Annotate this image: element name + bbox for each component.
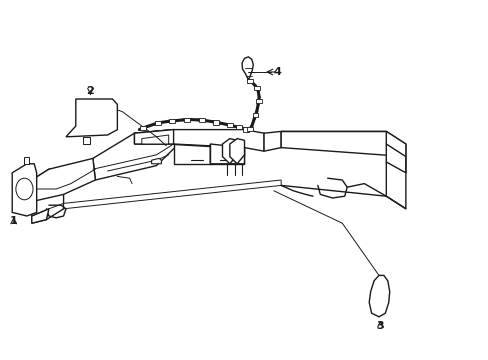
Polygon shape: [151, 158, 161, 164]
Polygon shape: [222, 139, 237, 164]
Bar: [140, 126, 145, 130]
Polygon shape: [134, 130, 173, 144]
Bar: [247, 126, 253, 131]
Text: 1: 1: [10, 216, 18, 226]
Polygon shape: [134, 130, 264, 151]
Polygon shape: [173, 144, 244, 164]
Polygon shape: [12, 164, 37, 216]
Text: 3: 3: [376, 321, 384, 331]
Polygon shape: [63, 180, 281, 209]
Polygon shape: [32, 158, 95, 202]
Polygon shape: [24, 157, 29, 164]
Bar: [183, 117, 189, 122]
Polygon shape: [264, 131, 281, 151]
Polygon shape: [142, 135, 168, 144]
Text: 4: 4: [273, 67, 281, 77]
Polygon shape: [93, 130, 185, 180]
Polygon shape: [242, 57, 253, 80]
Bar: [242, 127, 248, 132]
Bar: [247, 79, 253, 83]
Bar: [236, 125, 242, 129]
Polygon shape: [32, 167, 63, 223]
Polygon shape: [210, 144, 244, 164]
Bar: [255, 99, 261, 103]
Bar: [252, 113, 258, 117]
Bar: [213, 120, 219, 125]
Polygon shape: [368, 275, 389, 317]
Bar: [154, 121, 160, 126]
Bar: [169, 119, 175, 123]
Polygon shape: [66, 99, 117, 137]
Ellipse shape: [16, 178, 33, 200]
Bar: [198, 118, 204, 122]
Polygon shape: [281, 131, 405, 157]
Bar: [253, 86, 259, 90]
Polygon shape: [229, 139, 244, 164]
Polygon shape: [386, 131, 405, 209]
Polygon shape: [32, 209, 49, 223]
Polygon shape: [83, 137, 90, 144]
Bar: [226, 123, 232, 127]
Text: 2: 2: [86, 86, 94, 96]
